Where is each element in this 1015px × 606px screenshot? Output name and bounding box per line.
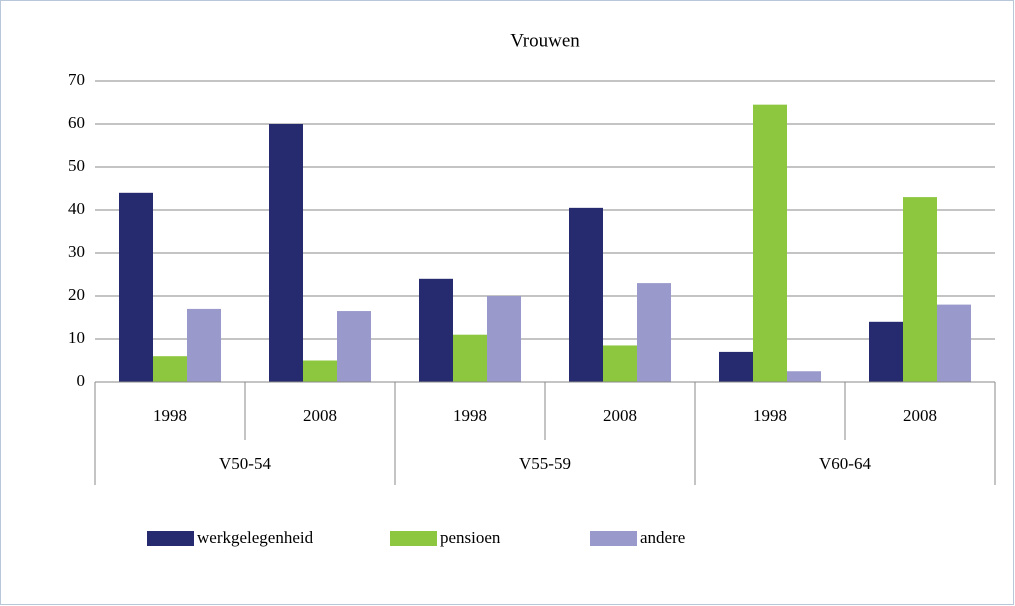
bar	[719, 351, 753, 382]
bar	[153, 356, 187, 382]
legend-swatch	[390, 531, 437, 546]
x-tick-label: 1998	[753, 406, 787, 425]
bar	[787, 371, 821, 382]
group-label: V55-59	[519, 454, 571, 473]
y-tick-label: 70	[68, 70, 85, 89]
y-tick-label: 0	[77, 371, 86, 390]
legend-swatch	[590, 531, 637, 546]
y-tick-label: 20	[68, 285, 85, 304]
bar	[753, 104, 787, 383]
bar	[569, 207, 603, 382]
bar	[487, 296, 521, 382]
bar	[937, 304, 971, 382]
y-tick-label: 10	[68, 328, 85, 347]
bar	[903, 197, 937, 382]
bar	[119, 192, 153, 382]
bar	[337, 311, 371, 382]
x-tick-label: 2008	[603, 406, 637, 425]
bar	[269, 124, 303, 382]
x-tick-label: 2008	[903, 406, 937, 425]
bar	[187, 308, 221, 382]
legend-swatch	[147, 531, 194, 546]
group-label: V60-64	[819, 454, 871, 473]
x-tick-label: 1998	[453, 406, 487, 425]
bar	[869, 321, 903, 382]
y-tick-label: 60	[68, 113, 85, 132]
chart-title: Vrouwen	[510, 30, 580, 51]
legend-label: pensioen	[440, 528, 501, 547]
x-tick-label: 2008	[303, 406, 337, 425]
legend-label: werkgelegenheid	[197, 528, 314, 547]
group-label: V50-54	[219, 454, 271, 473]
y-tick-label: 30	[68, 242, 85, 261]
bar	[419, 278, 453, 382]
y-tick-label: 40	[68, 199, 85, 218]
bar	[603, 345, 637, 382]
bar	[453, 334, 487, 382]
legend-label: andere	[640, 528, 685, 547]
y-tick-label: 50	[68, 156, 85, 175]
x-tick-label: 1998	[153, 406, 187, 425]
bar	[637, 283, 671, 382]
bar	[303, 360, 337, 382]
